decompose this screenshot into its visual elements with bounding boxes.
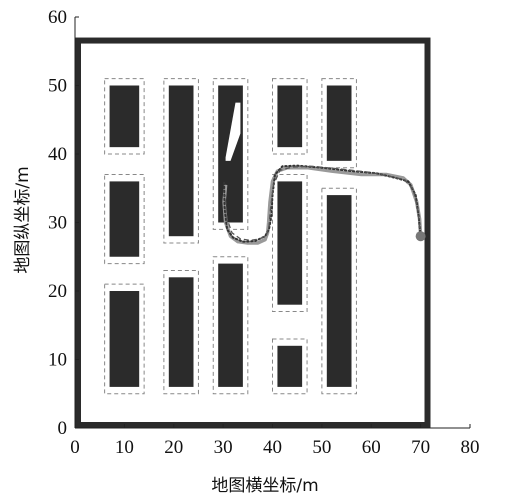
x-tick-label: 30 [214,437,233,458]
y-tick-label: 60 [48,7,67,28]
endpoint-marker [415,231,426,242]
safety-margin-7 [272,78,308,155]
obstacle-4 [168,277,194,387]
x-tick-label: 70 [411,437,430,458]
safety-margin-4 [163,269,199,395]
obstacle-6 [218,263,243,387]
safety-margin-8 [272,174,308,313]
paths [222,164,426,245]
y-tick-label: 40 [48,144,67,165]
safety-margin-0 [104,78,145,155]
obstacle-0 [109,85,140,148]
obstacle-10 [326,85,352,161]
y-tick-label: 20 [48,281,67,302]
path-series-2 [224,165,422,241]
obstacles [109,85,352,387]
safety-margin-9 [272,338,308,395]
safety-margin-6 [212,256,249,395]
obstacle-9 [277,345,303,387]
map-boundary [75,37,431,429]
obstacle-3 [168,85,194,237]
x-tick-label: 20 [164,437,183,458]
y-tick-label: 0 [58,418,68,439]
slanted-gap [225,102,241,161]
x-tick-label: 60 [362,437,381,458]
x-tick-label: 40 [263,437,282,458]
ticks: 0 10 20 30 40 50 60 70 80 0 10 20 30 40 50 60 [48,7,480,458]
x-tick-label: 80 [461,437,480,458]
safety-margin-1 [104,174,145,265]
y-tick-label: 10 [48,350,67,371]
safety-margin-11 [321,187,357,395]
safety-margins [104,78,357,395]
x-tick-label: 10 [115,437,134,458]
x-tick-label: 50 [312,437,331,458]
y-axis-label: 地图纵坐标/m [13,166,33,273]
safety-margin-2 [104,283,145,395]
y-tick-label: 30 [48,213,67,234]
x-tick-label: 0 [70,437,80,458]
x-axis-label: 地图横坐标/m [211,476,318,496]
safety-margin-5 [212,78,249,230]
y-tick-label: 50 [48,76,67,97]
obstacle-1 [109,181,140,257]
obstacle-11 [326,195,352,387]
map-boundary-wall [75,37,431,429]
safety-margin-10 [321,78,357,169]
obstacle-8 [277,181,303,305]
safety-margin-3 [163,78,199,244]
obstacle-7 [277,85,303,148]
obstacle-2 [109,291,140,387]
